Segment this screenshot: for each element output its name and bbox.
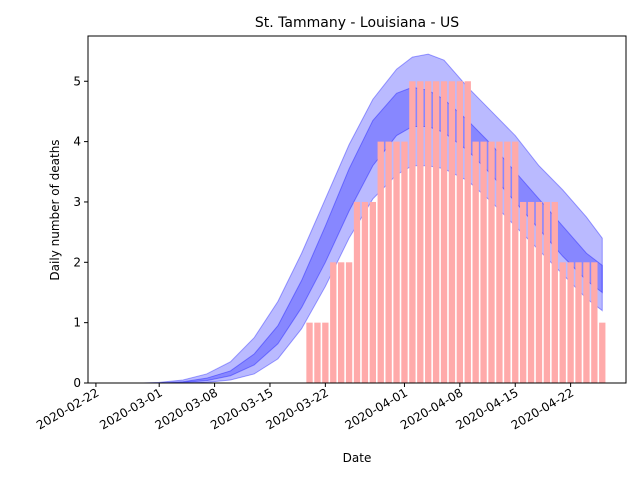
- bar: [385, 141, 392, 383]
- y-tick-label: 1: [73, 316, 81, 330]
- y-tick-label: 4: [73, 135, 81, 149]
- bar: [401, 141, 408, 383]
- bar: [504, 141, 511, 383]
- bar: [519, 201, 527, 383]
- bar: [464, 81, 471, 383]
- bar: [472, 141, 479, 383]
- bar: [377, 141, 384, 383]
- bar: [440, 81, 448, 383]
- bar: [551, 201, 558, 383]
- x-axis-label: Date: [343, 451, 372, 465]
- chart-title: St. Tammany - Louisiana - US: [255, 15, 459, 31]
- confidence-band-1: [143, 53, 603, 384]
- bar: [496, 141, 503, 383]
- bar: [448, 81, 456, 383]
- bar: [432, 81, 440, 383]
- bar: [345, 262, 353, 383]
- bar: [322, 322, 329, 383]
- confidence-band-2: [143, 86, 603, 384]
- axes: [87, 35, 627, 384]
- x-tick-label: 2020-03-22: [263, 385, 330, 432]
- x-tick-label: 2020-04-22: [509, 385, 576, 432]
- y-tick-label: 3: [73, 195, 81, 209]
- bar: [559, 262, 566, 383]
- bar: [583, 262, 590, 383]
- bar: [353, 201, 361, 383]
- y-tick-label: 5: [73, 74, 81, 88]
- bar: [575, 262, 582, 383]
- bar: [543, 201, 551, 383]
- bar: [314, 322, 321, 383]
- bar: [393, 141, 400, 383]
- bars: [306, 81, 606, 383]
- confidence-bands: [143, 53, 603, 384]
- bar: [591, 262, 598, 383]
- bar: [512, 141, 519, 383]
- bar: [425, 81, 432, 383]
- plot-frame: [87, 35, 627, 384]
- bar: [338, 262, 345, 383]
- bar: [409, 81, 416, 383]
- x-ticks: 2020-02-222020-03-012020-03-082020-03-15…: [34, 383, 576, 432]
- y-ticks: 0 1 2 3 4 5: [73, 74, 88, 390]
- bar: [361, 201, 369, 383]
- bar: [417, 81, 424, 383]
- bar: [535, 201, 543, 383]
- bar: [306, 322, 313, 383]
- bar: [527, 201, 535, 383]
- y-axis-label: Daily number of deaths: [48, 139, 62, 280]
- y-tick-label: 2: [73, 255, 81, 269]
- bar: [567, 262, 574, 383]
- x-tick-label: 2020-02-22: [34, 385, 101, 432]
- bar: [369, 201, 376, 383]
- bar: [330, 262, 337, 383]
- bar: [456, 81, 464, 383]
- bar: [599, 322, 606, 383]
- bar: [488, 141, 495, 383]
- bar: [480, 141, 487, 383]
- y-tick-label: 0: [73, 376, 81, 390]
